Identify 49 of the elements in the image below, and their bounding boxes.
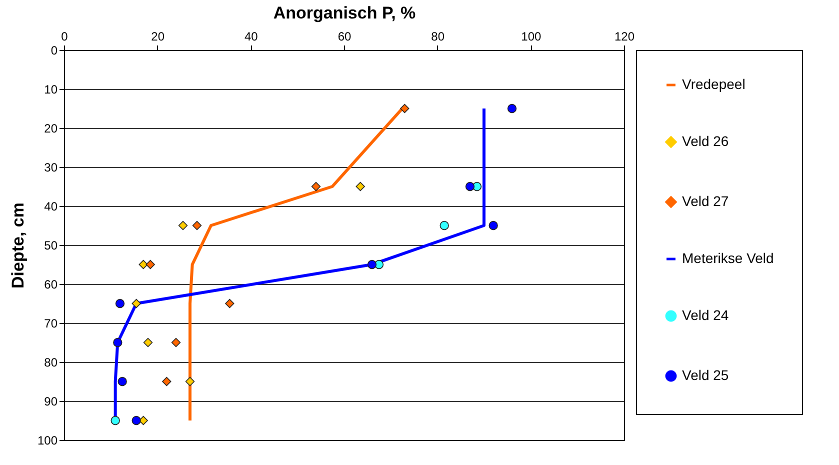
legend-label: Veld 26 xyxy=(682,133,729,149)
point xyxy=(192,220,202,230)
legend-label: Meterikse Veld xyxy=(682,250,774,266)
x-tick-label: 100 xyxy=(521,30,542,44)
y-tick-label: 80 xyxy=(44,356,58,370)
y-tick-label: 100 xyxy=(37,434,58,448)
y-tick-label: 40 xyxy=(44,200,58,214)
point xyxy=(113,338,122,348)
point xyxy=(488,220,498,230)
point xyxy=(118,376,127,386)
point xyxy=(225,298,234,308)
point xyxy=(162,376,172,386)
y-tick-label: 90 xyxy=(44,394,58,408)
point xyxy=(110,416,120,426)
y-tick-label: 0 xyxy=(50,44,58,58)
point xyxy=(356,182,365,192)
point xyxy=(138,260,148,270)
y-tick-label: 10 xyxy=(44,82,58,96)
point xyxy=(143,338,153,348)
legend-label: Veld 27 xyxy=(682,193,729,209)
x-tick-label: 120 xyxy=(614,30,635,44)
point xyxy=(178,220,188,230)
point xyxy=(132,416,141,426)
point xyxy=(440,220,449,230)
point xyxy=(132,298,141,308)
x-tick-label: 80 xyxy=(431,30,445,44)
y-tick-label: 30 xyxy=(44,160,58,174)
x-tick-label: 20 xyxy=(151,30,165,44)
legend-label: Veld 25 xyxy=(682,367,729,383)
legend-label: Vredepeel xyxy=(682,76,746,92)
point xyxy=(465,182,475,192)
x-tick-label: 40 xyxy=(244,30,258,44)
y-tick-label: 50 xyxy=(44,238,58,252)
point xyxy=(146,260,155,270)
x-axis-title: Anorganisch P, % xyxy=(273,4,416,22)
point xyxy=(171,338,181,348)
y-tick-label: 20 xyxy=(44,122,58,136)
y-axis-title: Diepte, cm xyxy=(8,202,28,288)
y-tick-label: 60 xyxy=(44,278,58,292)
point xyxy=(367,260,377,270)
point xyxy=(507,104,517,114)
x-tick-label: 60 xyxy=(338,30,352,44)
point xyxy=(115,298,125,308)
point xyxy=(400,104,410,114)
point xyxy=(185,376,195,386)
point xyxy=(311,182,321,192)
y-tick-label: 70 xyxy=(44,316,58,330)
legend-label: Veld 24 xyxy=(682,307,729,323)
x-tick-label: 0 xyxy=(61,30,68,44)
